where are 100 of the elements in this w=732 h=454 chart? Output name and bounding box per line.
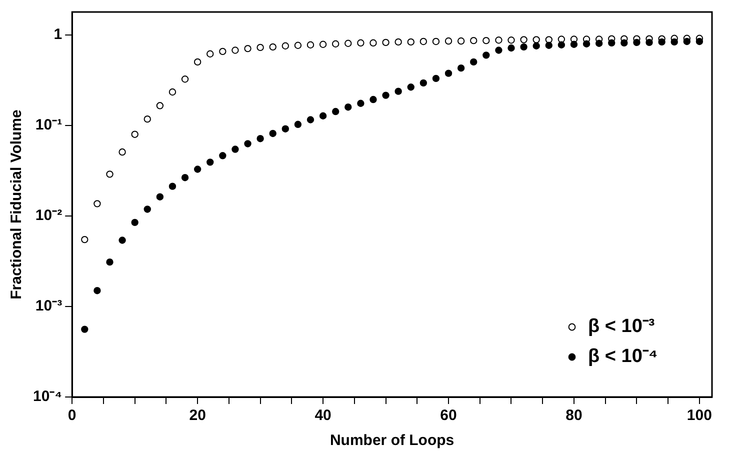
point: [357, 100, 364, 107]
point: [394, 38, 402, 46]
y-tick-label: 10⁻³: [35, 298, 62, 315]
point: [206, 50, 214, 58]
y-tick-label: 10⁻⁴: [32, 388, 62, 406]
point: [620, 39, 628, 46]
point: [407, 38, 414, 46]
legend-label: β < 10⁻³: [588, 316, 655, 338]
point: [269, 43, 276, 51]
point: [332, 108, 340, 116]
point: [344, 104, 352, 111]
point: [181, 76, 189, 83]
point: [156, 193, 164, 200]
x-tick-label: 20: [189, 407, 206, 424]
point: [306, 41, 314, 48]
point: [344, 40, 352, 47]
point: [608, 39, 616, 46]
point: [118, 236, 126, 244]
point: [131, 218, 138, 226]
point: [294, 42, 302, 49]
point: [420, 79, 428, 87]
point: [545, 36, 552, 44]
point: [94, 286, 101, 294]
point: [646, 38, 653, 46]
point: [144, 115, 151, 123]
point: [282, 42, 290, 50]
point: [633, 38, 640, 46]
point: [658, 38, 666, 46]
point: [683, 38, 691, 46]
y-axis-title: Fractional Fiducial Volume: [8, 110, 26, 300]
point: [696, 38, 704, 46]
point: [595, 40, 603, 47]
point: [156, 102, 164, 110]
point: [219, 152, 226, 160]
x-tick-label: 100: [686, 407, 712, 424]
point: [482, 52, 490, 59]
y-tick-label: 10⁻²: [35, 207, 62, 224]
point: [306, 116, 314, 124]
point: [444, 70, 452, 77]
point: [256, 44, 264, 52]
point: [282, 125, 290, 132]
point: [420, 38, 428, 46]
point: [144, 206, 151, 213]
point: [520, 36, 528, 44]
point: [520, 43, 528, 51]
point: [407, 84, 414, 91]
point: [570, 40, 578, 48]
point: [319, 112, 327, 120]
y-tick-label: 1: [54, 26, 62, 44]
y-tick-label: 10⁻¹: [35, 116, 62, 134]
point: [81, 236, 88, 244]
point: [168, 182, 176, 190]
point: [319, 40, 327, 48]
point: [106, 258, 114, 266]
point: [244, 140, 252, 148]
point: [558, 36, 566, 43]
point: [482, 36, 490, 44]
point: [194, 166, 202, 173]
point: [370, 96, 377, 104]
point: [294, 120, 302, 128]
point: [106, 170, 114, 178]
point: [432, 38, 440, 46]
x-tick-label: 40: [314, 407, 332, 424]
point: [508, 36, 515, 44]
point: [232, 146, 239, 153]
point: [508, 44, 515, 52]
point: [370, 39, 377, 46]
point: [94, 200, 101, 208]
point: [470, 58, 478, 66]
point: [168, 88, 176, 96]
point: [582, 40, 590, 48]
point: [457, 64, 465, 72]
point: [244, 44, 252, 52]
point: [194, 58, 202, 66]
x-axis-title: Number of Loops: [330, 432, 454, 450]
x-tick-label: 60: [440, 407, 457, 424]
point: [131, 130, 138, 138]
point: [206, 158, 214, 166]
point: [181, 174, 189, 182]
point: [470, 36, 478, 44]
point: [495, 46, 502, 54]
point: [256, 134, 264, 142]
point: [394, 88, 402, 95]
legend-label: β < 10⁻⁴: [588, 346, 658, 368]
point: [232, 46, 239, 54]
point: [269, 130, 276, 138]
point: [457, 37, 465, 45]
point: [495, 36, 502, 44]
point: [219, 48, 226, 56]
point: [382, 38, 390, 46]
point: [532, 36, 540, 44]
point: [357, 39, 364, 46]
point: [558, 41, 566, 48]
point: [332, 40, 340, 48]
point: [545, 42, 552, 49]
point: [432, 74, 440, 82]
x-tick-label: 80: [566, 407, 582, 424]
point: [81, 326, 88, 333]
point: [670, 38, 678, 46]
point: [382, 92, 390, 99]
